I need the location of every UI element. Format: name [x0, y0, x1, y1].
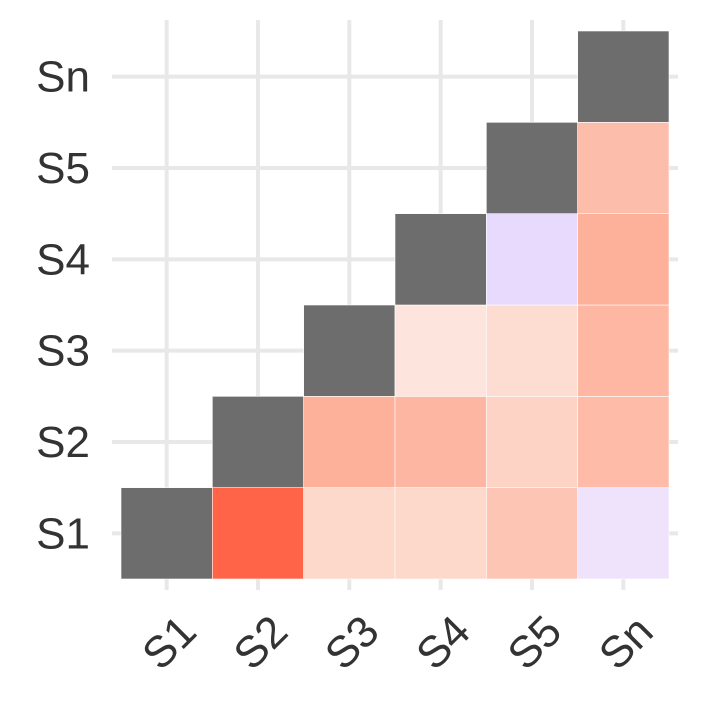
y-axis-tick-labels: S1 S2 S3 S4 S5 Sn [36, 53, 90, 559]
y-tick-label-s4: S4 [36, 235, 90, 284]
x-axis-tick-labels: S1 S2 S3 S4 S5 Sn [133, 606, 662, 679]
y-tick-label-s1: S1 [36, 509, 90, 558]
heatmap-cell-s2-s1 [212, 487, 304, 580]
y-tick-label-s2: S2 [36, 418, 90, 467]
heatmap-cell-s1-s1 [120, 487, 213, 580]
heatmap-cell-s4-s4 [394, 213, 487, 306]
x-tick-label-sn: Sn [590, 606, 663, 679]
heatmap-cell-sn-s3 [577, 304, 670, 397]
heatmap-cell-sn-s1 [577, 487, 670, 580]
heatmap-cell-s2-s2 [212, 396, 304, 488]
heatmap-cell-sn-s2 [577, 396, 670, 488]
x-tick-label-s4: S4 [407, 606, 480, 679]
heatmap-cell-s5-s3 [486, 304, 578, 397]
heatmap-cell-sn-sn [577, 30, 670, 123]
x-tick-label-s5: S5 [498, 606, 571, 679]
heatmap-cell-s5-s2 [486, 396, 578, 488]
heatmap-cell-s3-s1 [303, 487, 396, 580]
heatmap-cell-s5-s5 [486, 122, 578, 214]
y-tick-label-sn: Sn [36, 53, 90, 102]
heatmap-cell-sn-s4 [577, 213, 670, 306]
x-tick-label-s2: S2 [224, 606, 297, 679]
heatmap-cell-s5-s1 [486, 487, 578, 580]
x-tick-label-s1: S1 [133, 606, 206, 679]
x-tick-label-s3: S3 [316, 606, 389, 679]
y-tick-label-s5: S5 [36, 144, 90, 193]
heatmap-cell-s4-s1 [394, 487, 487, 580]
heatmap-cells [120, 30, 670, 580]
y-tick-label-s3: S3 [36, 327, 90, 376]
heatmap-cell-sn-s5 [577, 122, 670, 214]
heatmap-cell-s4-s3 [394, 304, 487, 397]
heatmap-cell-s3-s3 [303, 304, 396, 397]
heatmap-cell-s3-s2 [303, 396, 396, 488]
heatmap-cell-s4-s2 [394, 396, 487, 488]
heatmap-cell-s5-s4 [486, 213, 578, 306]
